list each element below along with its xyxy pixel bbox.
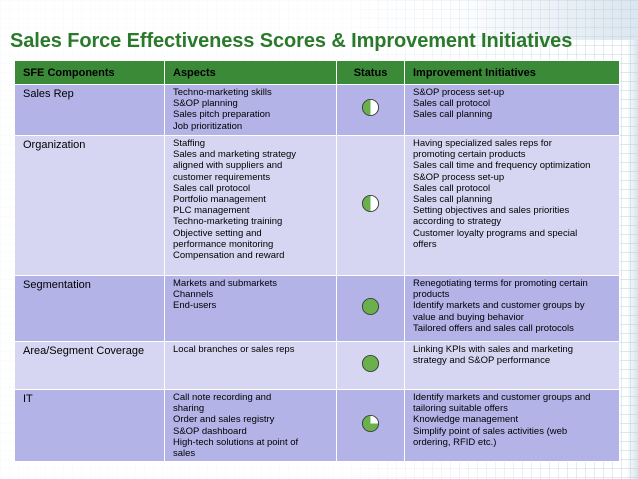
- initiative-line: Sales call planning: [413, 109, 493, 121]
- aspect-line: Order and sales registry: [173, 414, 275, 426]
- aspect-line: S&OP dashboard: [173, 425, 247, 437]
- aspect-line: Techno-marketing skills: [173, 87, 272, 98]
- initiative-line: S&OP process set-up: [413, 87, 505, 98]
- initiative-line: Sales call planning: [413, 194, 493, 206]
- full-circle-icon: [361, 354, 380, 372]
- three-quarter-circle-icon: [361, 414, 380, 432]
- header-components: SFE Components: [14, 60, 165, 85]
- edge-decoration: [626, 40, 638, 479]
- aspect-line: Channels: [173, 289, 214, 301]
- corner-decoration: [448, 0, 638, 40]
- aspect-line: aligned with suppliers and: [173, 160, 283, 172]
- status-cell: [336, 341, 405, 390]
- full-circle-icon: [361, 297, 380, 315]
- initiative-line: Customer loyalty programs and special: [413, 227, 578, 239]
- initiative-line: Renegotiating terms for promoting certai…: [413, 278, 588, 289]
- initiatives-cell: Having specialized sales reps for promoti…: [404, 135, 620, 276]
- initiative-line: Knowledge management: [413, 414, 519, 426]
- header-status: Status: [336, 60, 405, 85]
- aspect-line: End-users: [173, 300, 217, 312]
- initiative-line: ordering, RFID etc.): [413, 436, 497, 448]
- aspect-line: Portfolio management: [173, 194, 266, 206]
- half-filled-circle-icon: [361, 194, 380, 212]
- aspect-line: PLC management: [173, 205, 250, 217]
- component-cell: IT: [14, 388, 165, 463]
- table-row: Area/Segment Coverage Local branches or s…: [14, 341, 620, 390]
- initiative-line: offers: [413, 238, 437, 250]
- initiative-line: Identify markets and customer groups by: [413, 300, 585, 312]
- aspect-line: Compensation and reward: [173, 250, 285, 262]
- aspect-line: Objective setting and: [173, 227, 262, 239]
- component-cell: Area/Segment Coverage: [14, 341, 165, 390]
- initiative-line: value and buying behavior: [413, 311, 524, 323]
- table-header-row: SFE Components Aspects Status Improvemen…: [14, 60, 620, 85]
- aspect-line: Call note recording and: [173, 392, 272, 403]
- initiatives-cell: Identify markets and customer groups and…: [404, 388, 620, 463]
- aspect-line: Job prioritization: [173, 120, 243, 132]
- aspects-cell: Markets and submarkets Channels End-users: [164, 275, 337, 342]
- status-cell: [336, 275, 405, 342]
- initiative-line: Identify markets and customer groups and: [413, 392, 591, 403]
- initiative-line: S&OP process set-up: [413, 171, 505, 183]
- status-cell: [336, 84, 405, 136]
- aspect-line: Sales pitch preparation: [173, 109, 271, 121]
- initiatives-cell: Renegotiating terms for promoting certai…: [404, 275, 620, 342]
- aspects-cell: Staffing Sales and marketing strategy alig…: [164, 135, 337, 276]
- initiative-line: according to strategy: [413, 216, 502, 228]
- table-row: IT Call note recording and sharing Order an…: [14, 388, 620, 463]
- initiative-line: Sales call protocol: [413, 182, 491, 194]
- table-row: Sales Rep Techno-marketing skills S&OP pla…: [14, 84, 620, 136]
- initiative-line: promoting certain products: [413, 149, 526, 161]
- initiative-line: Setting objectives and sales priorities: [413, 205, 570, 217]
- aspect-line: Techno-marketing training: [173, 216, 283, 228]
- status-cell: [336, 388, 405, 463]
- initiative-line: Sales call time and frequency optimizati…: [413, 160, 591, 172]
- aspect-line: Staffing: [173, 138, 206, 149]
- initiative-line: Tailored offers and sales call protocols: [413, 322, 574, 334]
- initiative-line: products: [413, 289, 450, 301]
- sfe-table: SFE Components Aspects Status Improvemen…: [14, 60, 620, 463]
- aspect-line: customer requirements: [173, 171, 271, 183]
- initiatives-cell: S&OP process set-up Sales call protocol Sa…: [404, 84, 620, 136]
- initiative-line: Simplify point of sales activities (web: [413, 425, 568, 437]
- aspect-line: performance monitoring: [173, 238, 274, 250]
- aspects-cell: Call note recording and sharing Order and …: [164, 388, 337, 463]
- initiative-line: tailoring suitable offers: [413, 403, 508, 415]
- component-cell: Segmentation: [14, 275, 165, 342]
- aspect-line: sales: [173, 448, 196, 460]
- aspect-line: Local branches or sales reps: [173, 344, 295, 355]
- initiative-line: Sales call protocol: [413, 98, 491, 110]
- table-row: Segmentation Markets and submarkets Channe…: [14, 275, 620, 342]
- aspect-line: High-tech solutions at point of: [173, 436, 299, 448]
- aspects-cell: Techno-marketing skills S&OP planning Sale…: [164, 84, 337, 136]
- initiative-line: Linking KPIs with sales and marketing: [413, 344, 573, 355]
- status-cell: [336, 135, 405, 276]
- aspects-cell: Local branches or sales reps: [164, 341, 337, 390]
- aspect-line: sharing: [173, 403, 205, 415]
- component-cell: Sales Rep: [14, 84, 165, 136]
- initiative-line: Having specialized sales reps for: [413, 138, 552, 149]
- aspect-line: Markets and submarkets: [173, 278, 278, 289]
- initiative-line: strategy and S&OP performance: [413, 355, 551, 367]
- aspect-line: Sales call protocol: [173, 182, 251, 194]
- aspect-line: Sales and marketing strategy: [173, 149, 297, 161]
- page-title: Sales Force Effectiveness Scores & Impro…: [10, 30, 573, 52]
- header-aspects: Aspects: [164, 60, 337, 85]
- component-cell: Organization: [14, 135, 165, 276]
- aspect-line: S&OP planning: [173, 98, 238, 110]
- header-initiatives: Improvement Initiatives: [404, 60, 620, 85]
- table-row: Organization Staffing Sales and marketing …: [14, 135, 620, 276]
- initiatives-cell: Linking KPIs with sales and marketing str…: [404, 341, 620, 390]
- half-filled-circle-icon: [361, 98, 380, 117]
